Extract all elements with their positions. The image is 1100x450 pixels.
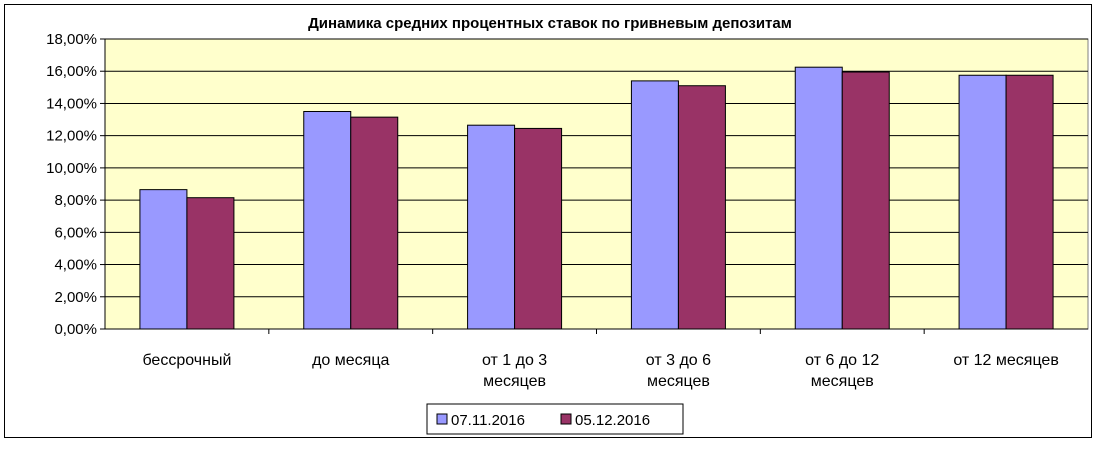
bar-07.11.2016: [467, 124, 516, 330]
bar-07.11.2016: [630, 80, 679, 330]
bar-07.11.2016: [139, 189, 188, 330]
x-tick-label: до месяца: [312, 352, 389, 369]
x-axis: бессрочный до месяца от 1 до 3 месяцев от 3 …: [105, 328, 1088, 390]
bar-05.12.2016: [677, 85, 726, 330]
bar-05.12.2016: [514, 127, 563, 330]
bar-05.12.2016: [841, 71, 890, 330]
x-tick-label: от 3 до 6 месяцев: [646, 352, 711, 390]
y-axis: 0,00% 2,00% 4,00% 6,00% 8,00% 10,00% 12,00% 14,…: [46, 31, 106, 338]
x-tick-label: от 6 до 12 месяцев: [805, 352, 879, 390]
y-tick-label: 10,00%: [46, 160, 97, 177]
y-tick-label: 2,00%: [54, 289, 97, 306]
legend-swatch: [436, 413, 448, 425]
bar-05.12.2016: [350, 116, 399, 330]
legend: 07.11.2016 05.12.2016: [426, 403, 684, 435]
bar-05.12.2016: [186, 197, 235, 330]
legend-label: 07.11.2016: [451, 412, 525, 429]
bar-07.11.2016: [958, 74, 1007, 330]
y-tick-label: 4,00%: [54, 257, 97, 274]
y-tick-label: 0,00%: [54, 321, 97, 338]
y-tick-label: 12,00%: [46, 128, 97, 145]
legend-label: 05.12.2016: [575, 412, 650, 429]
x-tick-label: бессрочный: [142, 352, 231, 369]
y-tick-label: 16,00%: [46, 63, 97, 80]
legend-swatch: [560, 413, 572, 425]
chart-title: Динамика средних процентных ставок по гр…: [308, 15, 792, 32]
bar-07.11.2016: [794, 66, 843, 330]
y-tick-label: 18,00%: [46, 31, 97, 48]
x-tick-label: от 1 до 3 месяцев: [482, 352, 547, 390]
y-tick-label: 14,00%: [46, 95, 97, 112]
x-tick-label: от 12 месяцев: [953, 352, 1059, 369]
bar-05.12.2016: [1005, 74, 1054, 330]
y-tick-label: 8,00%: [54, 192, 97, 209]
y-tick-label: 6,00%: [54, 224, 97, 241]
plot-area: [104, 38, 1089, 330]
legend-box: [426, 403, 684, 435]
bars: [139, 66, 1054, 330]
bar-07.11.2016: [303, 111, 352, 330]
plot-background: [104, 38, 1089, 330]
